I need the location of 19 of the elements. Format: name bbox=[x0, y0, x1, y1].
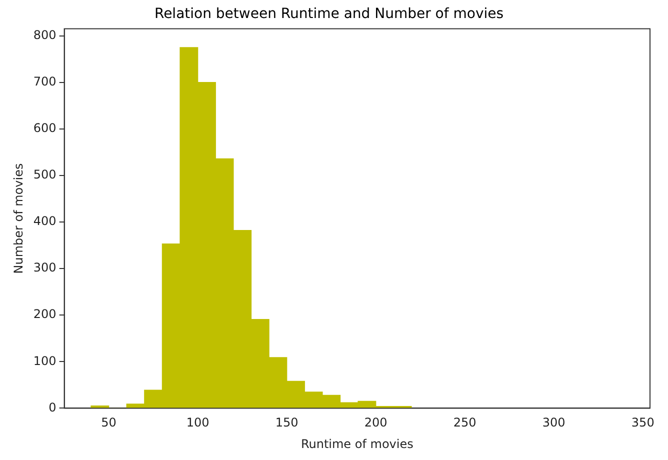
x-tick-label: 300 bbox=[542, 416, 566, 430]
x-tick-label: 350 bbox=[631, 416, 654, 430]
x-tick-label: 250 bbox=[453, 416, 476, 430]
y-tick-label: 200 bbox=[33, 307, 56, 322]
y-tick-label: 400 bbox=[33, 214, 56, 228]
x-tick-label: 150 bbox=[275, 416, 298, 430]
y-tick-label: 700 bbox=[33, 74, 56, 88]
y-tick-label: 100 bbox=[33, 354, 56, 368]
y-tick-label: 300 bbox=[33, 260, 56, 275]
chart-title: Relation between Runtime and Number of movies bbox=[154, 6, 504, 22]
y-tick-label: 800 bbox=[33, 28, 56, 42]
x-tick-label: 200 bbox=[364, 416, 388, 430]
x-axis-title: Runtime of movies bbox=[300, 436, 414, 451]
y-tick-label: 0 bbox=[48, 400, 56, 414]
y-tick-label: 500 bbox=[33, 168, 56, 182]
x-tick-label: 50 bbox=[101, 416, 116, 430]
y-axis-title: Number of movies bbox=[11, 163, 26, 274]
y-tick-label: 600 bbox=[33, 121, 56, 136]
x-tick-label: 100 bbox=[186, 416, 210, 430]
